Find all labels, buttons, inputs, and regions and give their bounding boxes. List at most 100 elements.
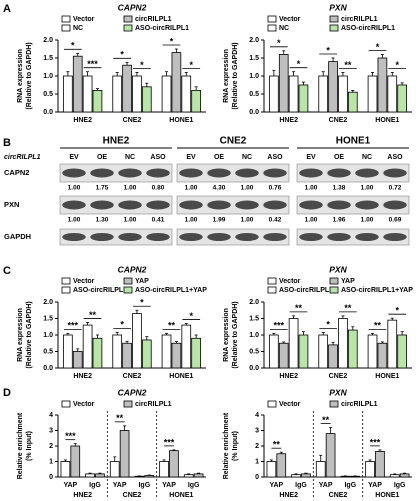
legend-label: ASO-circRILPL1+YAP (341, 287, 413, 294)
y-tick-label: 2 (255, 443, 259, 450)
lane-label: NC (125, 154, 135, 161)
legend-label: ASO-circRILPL1 (341, 25, 395, 32)
quantification: 0.42 (269, 217, 282, 224)
bar (171, 52, 182, 113)
blot-band (235, 233, 259, 241)
significance-label: * (170, 36, 174, 46)
bar (60, 461, 71, 478)
y-tick-label: 3 (49, 427, 53, 434)
significance-label: ** (344, 303, 352, 313)
blot-band (62, 168, 86, 178)
lane-label: NC (362, 154, 372, 161)
bar (347, 329, 358, 369)
significance-label: *** (68, 321, 79, 331)
blot-band (235, 200, 259, 210)
quantification: 1.00 (241, 185, 254, 192)
protein-label: CAPN2 (4, 168, 29, 177)
blot-band (62, 233, 86, 241)
bar (387, 75, 398, 113)
bar (367, 75, 378, 113)
row-label: circRILPL1 (4, 154, 41, 161)
blot-band (118, 200, 142, 210)
quantification: 1.00 (361, 217, 374, 224)
blot-band (299, 200, 323, 210)
bar (269, 334, 279, 369)
blot-band (235, 168, 259, 178)
significance-label: * (277, 38, 281, 48)
blot-band (327, 200, 351, 210)
significance-label: * (326, 45, 330, 55)
chart-title: CAPN2 (118, 387, 147, 397)
significance-label: *** (370, 437, 381, 447)
quantification: 1.00 (185, 217, 198, 224)
y-tick-label: 0.0 (249, 365, 259, 372)
bar (112, 75, 123, 113)
blot-strip (296, 163, 410, 183)
y-tick-label: 1.0 (249, 332, 259, 339)
legend-swatch (61, 24, 71, 32)
bar (161, 75, 172, 113)
bar (134, 475, 145, 478)
bar (72, 55, 83, 113)
x-tick-label: CNE2 (123, 373, 142, 380)
group-label: HNE2 (73, 492, 92, 499)
panel-label: C (3, 265, 11, 277)
quantification: 1.00 (68, 217, 81, 224)
x-tick-label: HNE2 (279, 373, 298, 380)
x-tick-label: YAP (269, 482, 283, 489)
significance-label: * (120, 50, 124, 60)
protein-label: GAPDH (4, 232, 31, 241)
bar (122, 342, 132, 369)
bar (169, 450, 179, 478)
panel-label: A (3, 3, 11, 15)
bar (181, 324, 192, 369)
y-tick-label: 2.0 (43, 299, 53, 306)
blot-band (146, 233, 170, 241)
bar (338, 75, 348, 113)
blot-band (146, 168, 170, 178)
blot-strip (59, 163, 173, 183)
bar (92, 90, 103, 113)
quantification: 1.99 (213, 217, 226, 224)
legend-label: circRILPL1 (135, 401, 172, 408)
legend-swatch (267, 286, 277, 294)
bar (141, 86, 152, 113)
blot-band (327, 233, 351, 241)
lane-label: EV (186, 154, 196, 161)
legend-swatch (61, 15, 71, 23)
legend-label: ASO-circRILPL1 (135, 25, 189, 32)
blot-band (263, 168, 287, 178)
quantification: 1.00 (305, 217, 318, 224)
chart-title: PXN (329, 387, 347, 397)
y-tick-label: 0.5 (249, 348, 259, 355)
quantification: 4.30 (213, 185, 226, 192)
y-axis-label: (% Input) (26, 431, 33, 461)
quantification: 1.00 (305, 185, 318, 192)
y-axis-label: (Relative to GAPDH) (26, 301, 33, 368)
legend-swatch (329, 24, 339, 32)
legend-swatch (123, 15, 133, 23)
y-tick-label: 0.5 (249, 91, 259, 98)
x-tick-label: HONE1 (169, 373, 193, 380)
legend-swatch (267, 15, 277, 23)
y-tick-label: 0 (255, 474, 259, 481)
x-tick-label: IgG (394, 482, 406, 489)
blot-band (90, 200, 114, 210)
significance-label: *** (274, 321, 285, 331)
bar (325, 433, 336, 478)
blot-strip (176, 163, 290, 183)
group-label: HONE1 (169, 492, 193, 499)
y-tick-label: 0 (49, 474, 53, 481)
significance-label: ** (116, 413, 124, 423)
legend-swatch (329, 277, 339, 285)
x-tick-label: HNE2 (73, 117, 92, 124)
legend-label: Vector (73, 278, 95, 285)
y-tick-label: 1.5 (43, 315, 53, 322)
bar (365, 461, 375, 478)
significance-label: *** (164, 437, 175, 447)
significance-label: *** (87, 59, 98, 69)
y-tick-label: 1.0 (249, 73, 259, 80)
x-tick-label: YAP (63, 482, 77, 489)
group-label: HONE1 (375, 492, 399, 499)
